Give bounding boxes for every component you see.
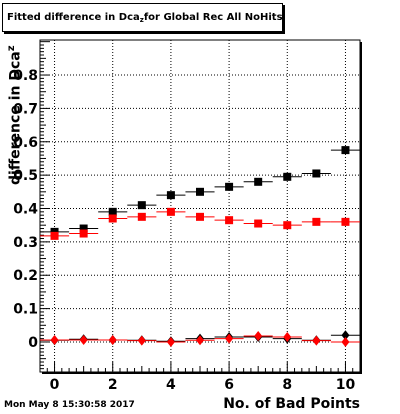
y-tick-label: 0.4 [13,202,38,218]
y-tick-label: 0 [28,335,38,351]
data-point [312,169,321,178]
data-point [225,216,234,225]
y-axis-label-main: difference in Dca [7,51,24,185]
data-point [283,172,292,181]
data-point [79,229,88,238]
data-point [341,217,350,226]
data-point [254,330,263,341]
y-tick-label: 0.2 [13,268,38,284]
data-point [50,231,59,240]
chart-title-main: Fitted difference in Dca [7,12,140,23]
x-tick-label: 10 [336,377,356,393]
timestamp: Mon May 8 15:30:58 2017 [4,400,135,410]
data-point [50,334,59,345]
y-tick-label: 0.1 [13,302,38,318]
x-tick-label: 2 [108,377,118,393]
y-tick-label: 0.7 [13,101,38,117]
data-point [225,333,234,344]
x-axis-label: No. of Bad Points [223,396,360,412]
plot-shadow-bottom [42,372,362,374]
y-axis-label: difference in Dcaz [6,45,24,185]
data-point [108,214,117,223]
data-point [108,334,117,345]
data-point [50,227,59,236]
chart-title-sub: z [139,15,144,24]
x-tick-label: 8 [282,377,292,393]
data-point [341,146,350,155]
data-point [254,219,263,228]
data-point [196,212,204,221]
chart-title-rest: for Global Rec All NoHits [143,12,283,23]
data-point [196,335,204,346]
data-point [312,335,321,346]
data-point [137,212,146,221]
x-tick-label: 6 [224,377,234,393]
data-point [166,336,175,347]
data-point [137,335,146,346]
x-tick-label: 4 [166,377,176,393]
data-point [225,182,234,191]
data-point [196,187,204,196]
plot-shadow-right [360,42,362,374]
data-point [137,201,146,210]
data-point [283,221,292,230]
data-point [166,207,175,216]
data-point [166,191,175,200]
data-point [341,336,350,347]
data-point [108,207,117,216]
plot-area [40,40,360,372]
y-tick-label: 0.3 [13,235,38,251]
data-point [254,177,263,186]
x-tick-label: 0 [50,377,60,393]
data-point [79,224,88,233]
chart-title: Fitted difference in Dca z for Global Rec… [2,3,283,32]
y-tick-label: 0.5 [13,168,38,184]
data-point [341,330,350,341]
y-axis-label-sup: z [6,45,17,52]
y-tick-label: 0.6 [13,135,38,151]
y-tick-label: 0.8 [13,68,38,84]
data-point [283,331,292,342]
data-point [312,217,321,226]
data-point [79,334,88,345]
